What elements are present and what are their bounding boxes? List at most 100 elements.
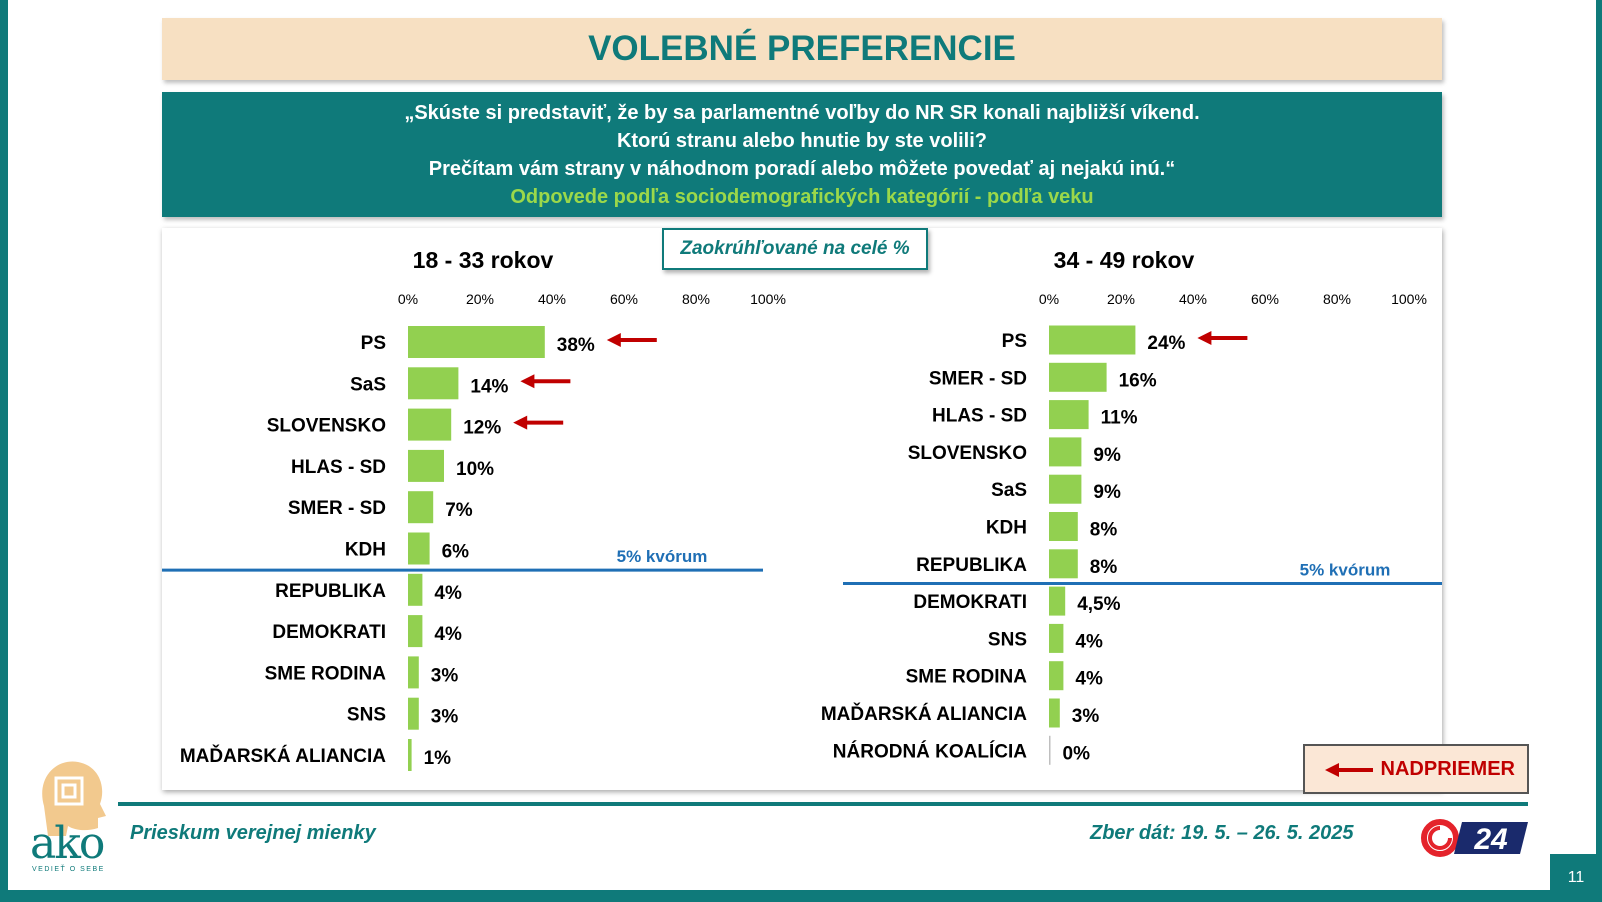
- chart-2-bar: [1049, 437, 1082, 467]
- chart-1-bar: [408, 326, 545, 358]
- chart-2-x-tick: 100%: [1391, 291, 1427, 307]
- chart-1-bar: [408, 449, 444, 482]
- chart-2-data-label: 16%: [1119, 370, 1157, 391]
- title-banner: VOLEBNÉ PREFERENCIE: [162, 18, 1442, 80]
- chart-2-above-average-arrow-icon: [1197, 331, 1212, 345]
- ako-head-logo-icon: [42, 761, 106, 836]
- page-number: 11: [1550, 854, 1602, 902]
- chart-1-x-tick: 60%: [610, 291, 638, 307]
- chart-1-data-label: 10%: [456, 459, 494, 480]
- chart-1-above-average-arrow-icon: [606, 333, 621, 347]
- chart-2-data-label: 4%: [1075, 631, 1103, 652]
- chart-1-x-tick: 80%: [682, 291, 710, 307]
- chart-1-bar: [408, 532, 430, 565]
- chart-2-bar: [1049, 623, 1064, 653]
- rounding-note: Zaokrúhľované na celé %: [662, 228, 928, 270]
- chart-1-category-label: SLOVENSKO: [267, 416, 386, 437]
- chart-2-x-tick: 40%: [1179, 291, 1207, 307]
- chart-2-bar: [1049, 400, 1089, 430]
- chart-1-x-tick: 20%: [466, 291, 494, 307]
- chart-1-title: 18 - 33 rokov: [413, 247, 554, 273]
- chart-2-category-label: PS: [1002, 331, 1027, 352]
- chart-2-data-label: 9%: [1093, 482, 1121, 503]
- chart-1-data-label: 6%: [442, 542, 470, 563]
- chart-2-category-label: REPUBLIKA: [916, 555, 1027, 576]
- chart-1-category-label: DEMOKRATI: [272, 622, 386, 643]
- chart-2-category-label: SaS: [991, 480, 1027, 501]
- chart-2-x-tick: 0%: [1039, 291, 1059, 307]
- chart-1-bar: [408, 739, 412, 771]
- chart-2-data-label: 24%: [1147, 333, 1185, 354]
- chart-2-bar: [1049, 474, 1082, 504]
- chart-1-category-label: KDH: [345, 540, 386, 561]
- chart-1-data-label: 4%: [434, 624, 462, 645]
- chart-2-bar: [1049, 325, 1136, 355]
- question-line-2: Ktorú stranu alebo hnutie by ste volili?: [616, 129, 988, 152]
- chart-2-category-label: MAĎARSKÁ ALIANCIA: [821, 703, 1027, 725]
- chart-1-data-label: 1%: [424, 748, 452, 769]
- chart-2-title: 34 - 49 rokov: [1054, 247, 1195, 273]
- right-frame-border: [1596, 0, 1602, 902]
- chart-2-bar: [1049, 586, 1066, 616]
- chart-1-bar: [408, 491, 434, 524]
- legend-box: NADPRIEMER: [1303, 744, 1529, 794]
- chart-2-category-label: SME RODINA: [906, 667, 1028, 688]
- bottom-frame-border: [0, 890, 1602, 902]
- chart-1-threshold-label: 5% kvórum: [617, 547, 708, 566]
- chart-1-bar: [408, 697, 419, 730]
- chart-1-bar: [408, 367, 459, 400]
- footer-date-range: Zber dát: 19. 5. – 26. 5. 2025: [1090, 822, 1354, 844]
- chart-2-data-label: 0%: [1063, 743, 1091, 764]
- ako-logo-text: ako: [30, 818, 105, 869]
- chart-2-category-label: SNS: [988, 629, 1027, 650]
- question-line-1: „Skúste si predstaviť, že by sa parlamen…: [404, 101, 1200, 124]
- chart-2-data-label: 8%: [1090, 520, 1118, 541]
- chart-2-x-tick: 20%: [1107, 291, 1135, 307]
- rounding-note-text: Zaokrúhľované na celé %: [680, 238, 910, 259]
- chart-2-category-label: SMER - SD: [929, 368, 1027, 389]
- chart-2-bar: [1049, 549, 1078, 579]
- chart-1-data-label: 3%: [431, 707, 459, 728]
- page-title: VOLEBNÉ PREFERENCIE: [588, 29, 1016, 68]
- chart-1-category-label: SNS: [347, 705, 386, 726]
- chart-2-category-label: KDH: [986, 518, 1027, 539]
- chart-2-category-label: SLOVENSKO: [908, 443, 1027, 464]
- chart-1-category-label: MAĎARSKÁ ALIANCIA: [180, 745, 386, 767]
- chart-2-data-label: 4,5%: [1077, 594, 1120, 615]
- footer-survey-label: Prieskum verejnej mienky: [130, 822, 376, 844]
- chart-1-above-average-arrow-icon: [520, 374, 535, 389]
- chart-2-bar: [1049, 362, 1107, 392]
- question-line-3: Prečítam vám strany v náhodnom poradí al…: [428, 157, 1176, 180]
- chart-1-category-label: SaS: [350, 374, 386, 395]
- chart-2-data-label: 8%: [1090, 557, 1118, 578]
- chart-2-bar: [1049, 698, 1060, 728]
- legend-label: NADPRIEMER: [1380, 757, 1515, 780]
- footer-divider: [118, 802, 1528, 806]
- chart-2-x-tick: 80%: [1323, 291, 1351, 307]
- chart-1-x-tick: 40%: [538, 291, 566, 307]
- chart-1-bar: [408, 615, 423, 648]
- chart-1-x-tick: 100%: [750, 291, 786, 307]
- chart-2-bar: [1049, 735, 1051, 765]
- chart-2-data-label: 9%: [1093, 445, 1121, 466]
- chart-panel: [162, 228, 1442, 790]
- chart-2-data-label: 3%: [1072, 706, 1100, 727]
- chart-1-category-label: SMER - SD: [288, 498, 386, 519]
- chart-1-data-label: 4%: [434, 583, 462, 604]
- question-banner: „Skúste si predstaviť, že by sa parlamen…: [162, 92, 1442, 217]
- chart-2-category-label: HLAS - SD: [932, 406, 1027, 427]
- chart-1-bar: [408, 573, 423, 606]
- tv-channel-logo-icon: 24: [1421, 819, 1528, 857]
- chart-1-category-label: PS: [361, 333, 386, 354]
- chart-2-bar: [1049, 512, 1078, 541]
- chart-1-bar: [408, 656, 419, 689]
- chart-1-data-label: 14%: [470, 376, 508, 397]
- chart-2-data-label: 11%: [1101, 408, 1138, 429]
- chart-2-x-tick: 60%: [1251, 291, 1279, 307]
- tv-logo-text: 24: [1473, 823, 1508, 856]
- left-frame-border: [0, 0, 8, 902]
- chart-1-data-label: 7%: [445, 500, 473, 521]
- chart-1-category-label: HLAS - SD: [291, 457, 386, 478]
- legend-arrow-icon: [1325, 763, 1373, 777]
